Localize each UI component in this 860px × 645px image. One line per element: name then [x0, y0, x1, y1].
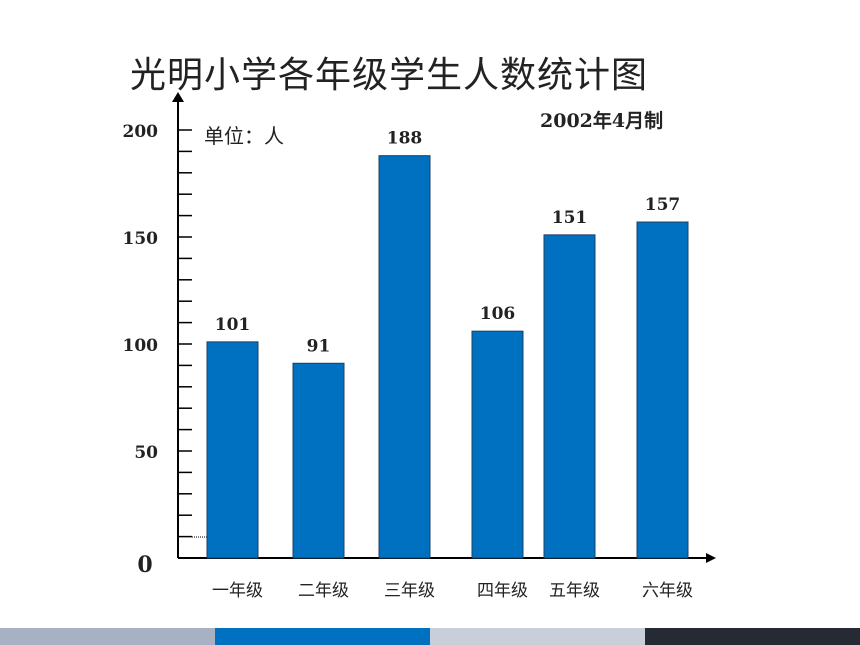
y-tick-label: 100	[123, 336, 159, 356]
bar	[636, 221, 689, 559]
x-axis-arrow	[706, 553, 716, 563]
bar	[471, 330, 524, 559]
bar-value-label: 101	[215, 315, 251, 335]
bar-value-label: 157	[645, 195, 681, 215]
footer-color-segment	[215, 628, 430, 645]
x-tick-label: 一年级	[212, 581, 263, 601]
footer-color-segment	[0, 628, 215, 645]
bar-value-label: 188	[387, 129, 423, 149]
x-tick-label: 六年级	[642, 581, 693, 601]
y-tick-label: 50	[134, 443, 158, 463]
x-tick-label: 四年级	[477, 581, 528, 601]
bar	[292, 362, 345, 559]
unit-label: 单位：人	[204, 124, 284, 148]
bar	[378, 155, 431, 559]
x-tick-label: 五年级	[549, 581, 600, 601]
footer-color-segment	[430, 628, 645, 645]
bar	[543, 234, 596, 559]
x-tick-label: 二年级	[298, 581, 349, 601]
y-tick-label: 0	[137, 552, 152, 578]
chart-title: 光明小学各年级学生人数统计图	[130, 55, 649, 96]
y-tick-label: 150	[123, 229, 159, 249]
bar-value-label: 91	[307, 336, 331, 356]
bar	[206, 341, 259, 559]
bar-value-label: 151	[552, 208, 588, 228]
x-tick-label: 三年级	[384, 581, 435, 601]
y-axis-arrow	[172, 92, 184, 102]
footer-color-segment	[645, 628, 860, 645]
y-tick-label: 200	[123, 122, 159, 142]
bar-value-label: 106	[480, 304, 516, 324]
date-label: 2002年4月制	[540, 110, 664, 132]
